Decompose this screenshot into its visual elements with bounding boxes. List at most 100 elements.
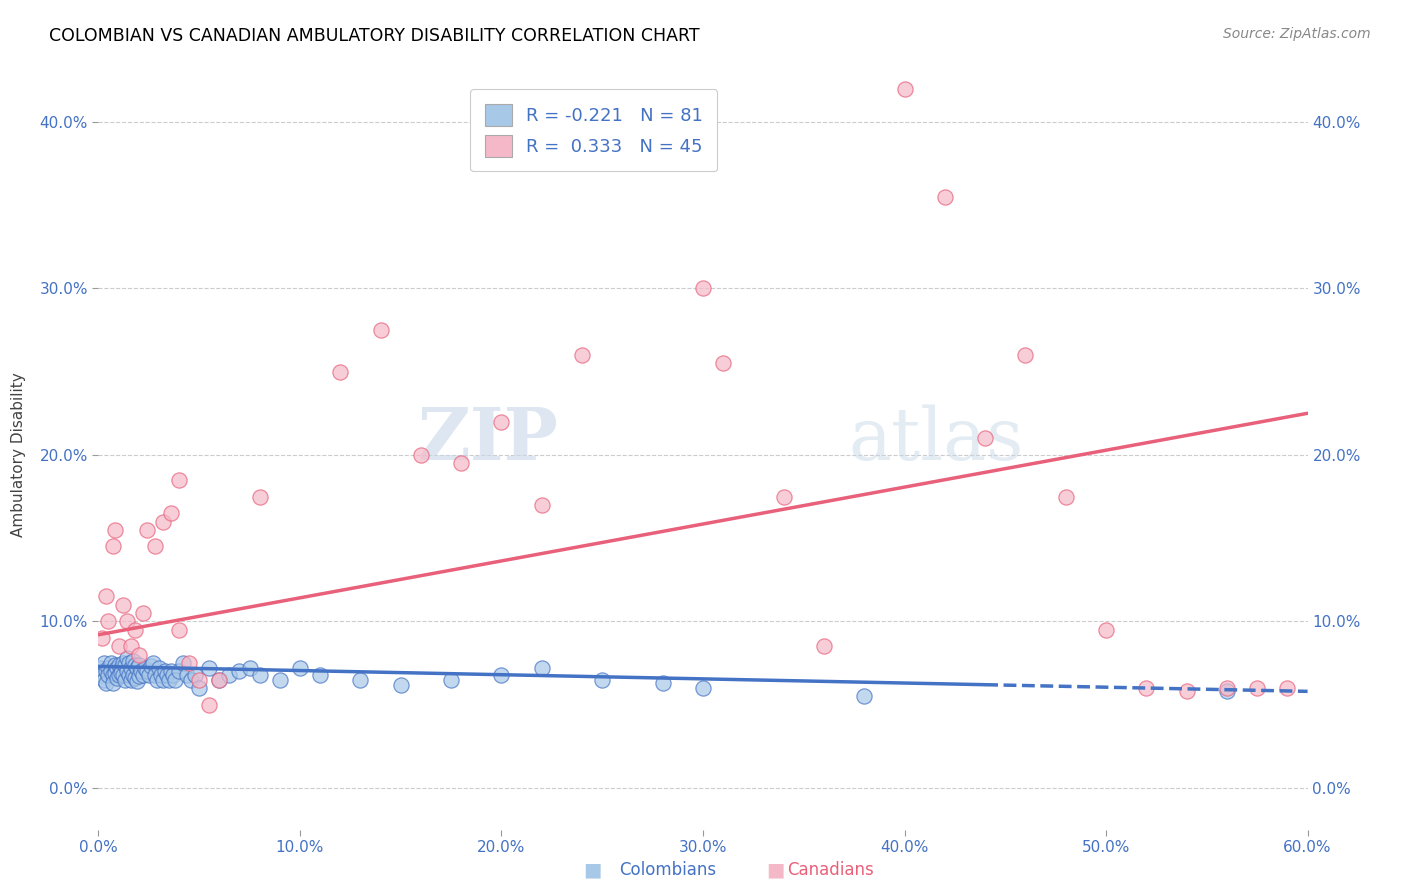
Point [135,665,157,679]
Point [118,656,141,670]
Point [160,665,183,679]
Point [148,661,170,675]
Point [153,665,176,679]
Point [389,678,412,692]
Point [128,657,150,672]
Point [853,690,876,704]
Point [1246,681,1268,695]
Point [370,323,392,337]
Point [132,667,155,681]
Point [651,676,673,690]
Point [111,667,134,681]
Point [1216,681,1239,695]
Point [120,640,142,654]
Point [530,498,553,512]
Point [162,667,184,681]
Point [93,673,115,687]
Point [142,656,165,670]
Point [103,666,125,681]
Text: COLOMBIAN VS CANADIAN AMBULATORY DISABILITY CORRELATION CHART: COLOMBIAN VS CANADIAN AMBULATORY DISABIL… [49,27,700,45]
Point [128,669,150,683]
Point [93,656,115,670]
Point [228,665,250,679]
Point [450,456,472,470]
Point [91,667,114,681]
Point [103,657,125,672]
Point [111,656,134,670]
Point [149,667,172,681]
Point [120,673,142,687]
Point [114,657,136,672]
Point [152,515,174,529]
Point [101,667,124,681]
Point [115,651,138,665]
Text: Canadians: Canadians [787,861,875,879]
Point [103,523,125,537]
Point [156,667,179,681]
Point [692,281,714,295]
Point [208,673,231,687]
Point [239,661,262,675]
Point [139,659,162,673]
Point [114,673,136,687]
Point [157,673,180,687]
Point [172,656,194,670]
Point [107,640,129,654]
Point [101,540,124,554]
Point [198,661,221,675]
Point [97,661,120,675]
Point [110,661,132,675]
Point [530,661,553,675]
Point [269,673,291,687]
Point [143,540,166,554]
Text: Colombians: Colombians [619,861,716,879]
Point [167,473,190,487]
Point [179,656,201,670]
Point [132,606,155,620]
Point [974,431,997,445]
Point [128,648,150,662]
Point [152,673,174,687]
Point [309,667,332,681]
Point [208,673,231,687]
Point [491,415,513,429]
Point [115,665,138,679]
Point [329,365,352,379]
Point [101,676,124,690]
Point [96,665,118,679]
Point [97,615,120,629]
Point [591,673,613,687]
Point [1095,623,1118,637]
Point [118,667,141,681]
Point [135,523,157,537]
Point [249,490,271,504]
Text: ZIP: ZIP [418,404,558,475]
Point [198,698,221,712]
Point [167,665,190,679]
Point [491,667,513,681]
Point [934,190,956,204]
Y-axis label: Ambulatory Disability: Ambulatory Disability [11,373,25,537]
Point [97,667,120,681]
Point [772,490,794,504]
Point [184,667,207,681]
Point [218,667,240,681]
Point [143,667,166,681]
Point [1277,681,1299,695]
Point [100,656,122,670]
Point [180,673,202,687]
Point [124,623,146,637]
Point [146,673,169,687]
Point [288,661,311,675]
Point [89,661,111,675]
Point [120,661,142,675]
Point [440,673,463,687]
Point [105,671,128,685]
Point [571,348,593,362]
Point [111,598,134,612]
Point [91,631,114,645]
Point [163,673,186,687]
Point [176,667,198,681]
Point [124,657,146,672]
Point [1175,684,1198,698]
